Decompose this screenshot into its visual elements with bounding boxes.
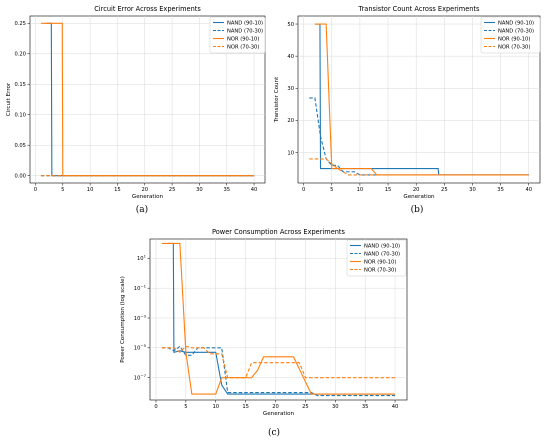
series-line bbox=[314, 23, 529, 176]
series-line bbox=[161, 345, 396, 379]
chart-title: Transistor Count Across Experiments bbox=[358, 5, 480, 13]
x-tick-label: 25 bbox=[441, 187, 448, 193]
legend-box bbox=[346, 239, 407, 277]
x-axis-label: Generation bbox=[403, 194, 435, 200]
y-tick-label: 10−1 bbox=[134, 283, 147, 292]
legend-label: NAND (90-10) bbox=[227, 20, 263, 26]
x-tick-label: 35 bbox=[223, 187, 230, 193]
x-tick-label: 25 bbox=[302, 404, 309, 410]
y-tick-label: 0.15 bbox=[14, 82, 26, 88]
legend-label: NAND (70-30) bbox=[498, 28, 534, 34]
x-tick-label: 20 bbox=[141, 187, 148, 193]
legend-label: NOR (70-30) bbox=[364, 267, 396, 273]
series-line bbox=[167, 242, 396, 395]
y-tick-label: 30 bbox=[287, 86, 294, 92]
legend-label: NOR (70-30) bbox=[498, 44, 530, 50]
y-tick-label: 10−7 bbox=[134, 373, 147, 382]
legend-box bbox=[209, 16, 266, 54]
chart-title: Circuit Error Across Experiments bbox=[94, 5, 201, 13]
caption-b: (b) bbox=[410, 205, 424, 215]
y-tick-label: 0.05 bbox=[14, 143, 26, 149]
y-axis-label: Power Consumption (log scale) bbox=[120, 276, 126, 363]
x-tick-label: 20 bbox=[413, 187, 420, 193]
x-tick-label: 15 bbox=[242, 404, 249, 410]
series-line bbox=[309, 158, 529, 176]
x-tick-label: 40 bbox=[525, 187, 532, 193]
caption-a: (a) bbox=[135, 205, 149, 215]
x-tick-label: 15 bbox=[114, 187, 121, 193]
legend-label: NAND (90-10) bbox=[364, 243, 400, 249]
x-axis-label: Generation bbox=[263, 411, 295, 417]
x-tick-label: 0 bbox=[154, 404, 157, 410]
y-tick-label: 50 bbox=[287, 22, 294, 28]
series-line bbox=[161, 345, 396, 397]
x-tick-label: 30 bbox=[469, 187, 476, 193]
x-tick-label: 0 bbox=[34, 187, 37, 193]
x-tick-label: 40 bbox=[392, 404, 399, 410]
series-line bbox=[309, 97, 529, 176]
x-tick-label: 20 bbox=[272, 404, 279, 410]
x-axis-label: Generation bbox=[132, 194, 164, 200]
transistor-count-chart: 0 5 10 15 20 25 30 35 40 10 20 30 40 50 Transistor Cou… bbox=[274, 5, 541, 200]
x-tick-label: 10 bbox=[212, 404, 219, 410]
x-tick-label: 5 bbox=[184, 404, 187, 410]
legend-label: NAND (90-10) bbox=[498, 20, 534, 26]
y-tick-label: 0.20 bbox=[14, 52, 26, 58]
power-consumption-chart: 0 5 10 15 20 25 30 35 40 101 10−1 10−3 10−5 10−7 Power… bbox=[120, 228, 408, 417]
chart-panel-c: 0 5 10 15 20 25 30 35 40 101 10−1 10−3 10−5 10−7 Power… bbox=[110, 225, 420, 423]
legend-box bbox=[480, 16, 541, 54]
x-tick-label: 10 bbox=[357, 187, 364, 193]
legend-label: NOR (90-10) bbox=[364, 259, 396, 265]
circuit-error-chart: 0 5 10 15 20 25 30 35 40 0.00 0.05 0.10 0.15 0.20 0.25… bbox=[6, 5, 266, 200]
y-tick-label: 0.00 bbox=[14, 173, 26, 179]
plot-frame bbox=[29, 15, 266, 184]
x-tick-label: 0 bbox=[302, 187, 305, 193]
legend-label: NAND (70-30) bbox=[364, 251, 400, 257]
y-axis-label: Circuit Error bbox=[6, 82, 12, 116]
plot-frame bbox=[149, 238, 408, 401]
y-tick-label: 40 bbox=[287, 54, 294, 60]
y-tick-label: 20 bbox=[287, 118, 294, 124]
x-tick-label: 30 bbox=[332, 404, 339, 410]
y-tick-label: 10−5 bbox=[134, 343, 147, 352]
y-tick-label: 0.25 bbox=[14, 21, 26, 27]
y-tick-label: 10 bbox=[287, 150, 294, 156]
caption-c: (c) bbox=[267, 428, 281, 438]
chart-panel-a: 0 5 10 15 20 25 30 35 40 0.00 0.05 0.10 0.15 0.20 0.25… bbox=[0, 0, 270, 200]
x-tick-label: 35 bbox=[362, 404, 369, 410]
y-tick-label: 101 bbox=[137, 254, 147, 263]
legend-label: NOR (70-30) bbox=[227, 44, 259, 50]
x-tick-label: 5 bbox=[61, 187, 64, 193]
x-tick-label: 15 bbox=[385, 187, 392, 193]
x-tick-label: 40 bbox=[251, 187, 258, 193]
y-tick-label: 0.10 bbox=[14, 113, 26, 119]
x-tick-label: 35 bbox=[497, 187, 504, 193]
x-tick-label: 10 bbox=[87, 187, 94, 193]
series-line bbox=[161, 242, 396, 395]
legend-label: NAND (70-30) bbox=[227, 28, 263, 34]
x-tick-label: 5 bbox=[330, 187, 333, 193]
x-tick-label: 30 bbox=[196, 187, 203, 193]
legend-label: NOR (90-10) bbox=[227, 36, 259, 42]
chart-panel-b: 0 5 10 15 20 25 30 35 40 10 20 30 40 50 Transistor Cou… bbox=[274, 0, 546, 200]
y-tick-label: 10−3 bbox=[134, 313, 147, 322]
plot-frame bbox=[297, 15, 541, 184]
y-axis-label: Transistor Count bbox=[274, 76, 280, 123]
legend-label: NOR (90-10) bbox=[498, 36, 530, 42]
x-tick-label: 25 bbox=[169, 187, 176, 193]
chart-title: Power Consumption Across Experiments bbox=[212, 228, 345, 236]
